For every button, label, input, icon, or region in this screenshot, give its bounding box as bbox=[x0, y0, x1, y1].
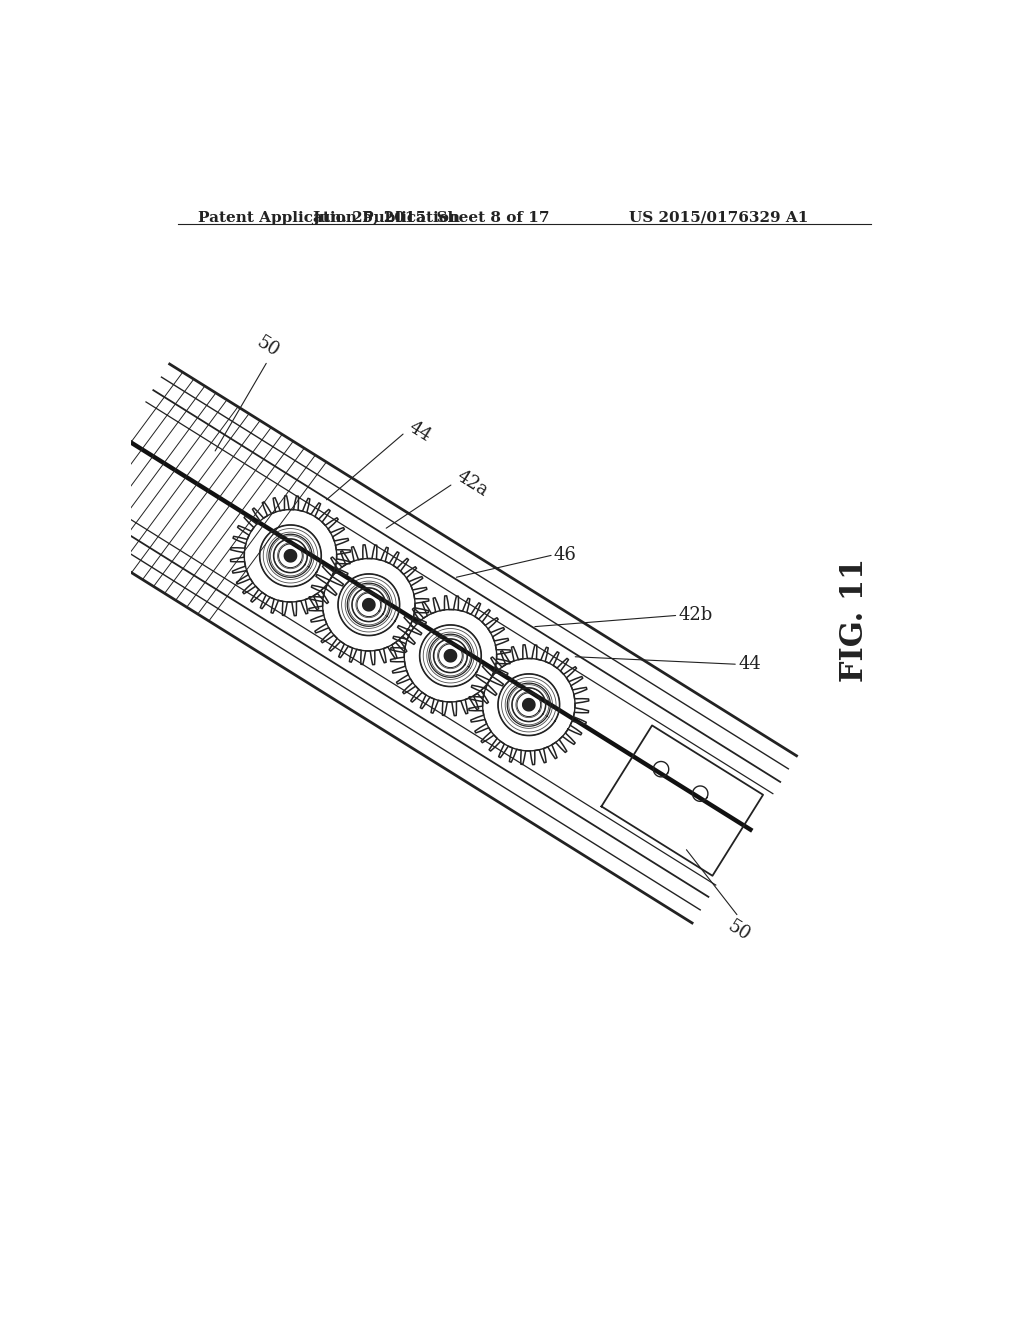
Text: Patent Application Publication: Patent Application Publication bbox=[199, 211, 461, 224]
Text: 42b: 42b bbox=[678, 606, 713, 624]
Polygon shape bbox=[362, 598, 375, 611]
Text: 46: 46 bbox=[554, 545, 577, 564]
Polygon shape bbox=[285, 549, 297, 562]
Text: US 2015/0176329 A1: US 2015/0176329 A1 bbox=[629, 211, 808, 224]
Polygon shape bbox=[364, 599, 374, 610]
Text: 44: 44 bbox=[738, 655, 761, 673]
Polygon shape bbox=[522, 698, 535, 711]
Text: 50: 50 bbox=[253, 334, 282, 360]
Polygon shape bbox=[285, 550, 296, 561]
Text: 42a: 42a bbox=[454, 467, 492, 500]
Polygon shape bbox=[444, 649, 457, 661]
Text: FIG. 11: FIG. 11 bbox=[839, 558, 869, 682]
Text: 50: 50 bbox=[724, 917, 753, 944]
Polygon shape bbox=[445, 651, 456, 661]
Text: Jun. 25, 2015  Sheet 8 of 17: Jun. 25, 2015 Sheet 8 of 17 bbox=[312, 211, 550, 224]
Polygon shape bbox=[523, 700, 535, 710]
Text: 44: 44 bbox=[406, 418, 434, 446]
